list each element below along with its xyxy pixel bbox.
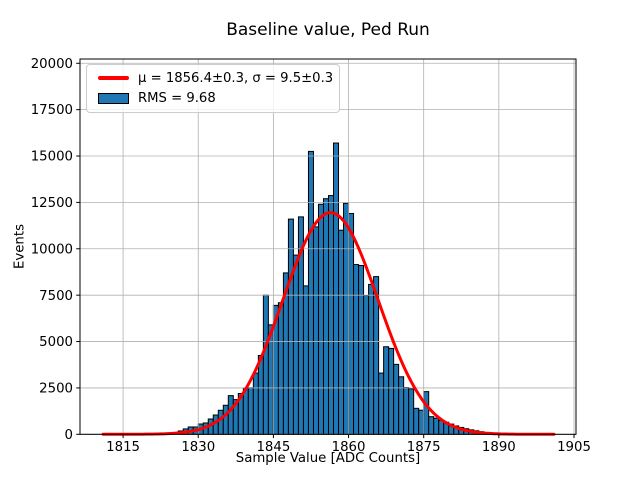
histogram-bar (383, 346, 390, 435)
histogram-bar (317, 203, 324, 435)
histogram-bar (277, 302, 284, 435)
histogram-bar (338, 229, 345, 435)
y-tick-label: 20000 (31, 57, 73, 72)
legend-entry-rms: RMS = 9.68 (91, 89, 335, 109)
histogram-bar (328, 195, 335, 435)
histogram-bar (257, 354, 264, 435)
histogram-bar (333, 142, 340, 435)
x-tick-label: 1845 (256, 440, 290, 455)
legend-line-swatch (98, 76, 129, 81)
x-tick-label: 1905 (557, 440, 591, 455)
histogram-bar (413, 407, 420, 435)
x-tick-label: 1875 (407, 440, 441, 455)
histogram-bar (252, 372, 259, 435)
histogram-bar (217, 409, 224, 435)
histogram-bar (343, 202, 350, 435)
x-axis-label: Sample Value [ADC Counts] (235, 451, 421, 466)
y-tick-label: 15000 (31, 150, 73, 165)
histogram-bar (423, 391, 430, 435)
histogram-bar (378, 372, 385, 435)
histogram-bar (388, 347, 395, 435)
y-tick-label: 17500 (31, 103, 73, 118)
x-tick-label: 1890 (482, 440, 516, 455)
x-tick-label: 1830 (181, 440, 215, 455)
histogram-bar (428, 416, 435, 435)
histogram-bar (312, 226, 319, 435)
fit-curve (101, 211, 556, 436)
histogram-bar (433, 417, 440, 435)
histogram-bar (322, 198, 330, 435)
histogram-bar (403, 387, 410, 435)
histogram-bar (222, 404, 229, 435)
y-axis-label: Events (12, 223, 28, 270)
histogram-bar (262, 294, 269, 435)
histogram-bar (353, 264, 360, 435)
legend-fit-label: μ = 1856.4±0.3, σ = 9.5±0.3 (138, 70, 334, 86)
histogram-bar (408, 388, 415, 435)
y-tick-label: 10000 (31, 242, 73, 257)
legend-entry-fit: μ = 1856.4±0.3, σ = 9.5±0.3 (91, 68, 335, 88)
y-tick-label: 12500 (31, 196, 73, 211)
histogram-bar (363, 295, 370, 435)
histogram-bar (368, 283, 375, 435)
y-tick-label: 0 (65, 428, 73, 443)
x-tick-label: 1815 (106, 440, 140, 455)
axes-border (79, 58, 577, 435)
legend: μ = 1856.4±0.3, σ = 9.5±0.3 RMS = 9.68 (86, 64, 340, 113)
legend-rms-label: RMS = 9.68 (138, 91, 216, 107)
histogram-bar (292, 254, 299, 435)
x-tick-label: 1860 (332, 440, 366, 455)
histogram-bar (302, 285, 309, 435)
y-tick-label: 2500 (39, 382, 73, 397)
y-tick-label: 7500 (39, 289, 73, 304)
y-tick-label: 5000 (39, 335, 73, 350)
histogram-bar (247, 387, 254, 435)
chart-title: Baseline value, Ped Run (226, 20, 430, 40)
histogram-bar (227, 395, 234, 435)
histogram-bar (418, 409, 425, 435)
histogram-bar (242, 387, 249, 435)
legend-patch-swatch (98, 93, 129, 105)
histogram-bar (393, 363, 400, 435)
histogram-bar (348, 213, 355, 435)
histogram-bar (398, 376, 405, 435)
histogram-bar (307, 150, 314, 435)
histogram-bar (358, 264, 365, 435)
histogram-bar (287, 218, 294, 435)
